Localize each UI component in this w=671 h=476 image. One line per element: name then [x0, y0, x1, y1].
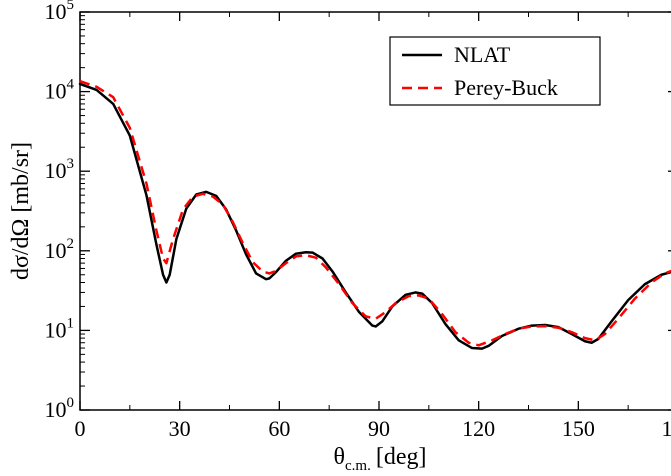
y-tick-exponent: 3 — [67, 156, 75, 172]
y-tick-exponent: 2 — [67, 236, 75, 252]
y-tick-base: 10 — [45, 238, 67, 263]
x-tick-label: 90 — [368, 416, 390, 441]
x-tick-label: 30 — [169, 416, 191, 441]
y-axis-title: dσ/dΩ [mb/sr] — [8, 142, 34, 280]
x-tick-label: 120 — [462, 416, 495, 441]
x-axis-title-symbol: θ — [334, 444, 346, 470]
x-axis-title-subscript: c.m. — [345, 458, 371, 474]
x-axis-title: θc.m. [deg] — [334, 444, 427, 474]
y-tick-label: 104 — [45, 77, 75, 104]
series-layer — [78, 80, 671, 350]
y-tick-label: 100 — [45, 395, 75, 422]
y-tick-base: 10 — [45, 79, 67, 104]
y-tick-label: 103 — [45, 156, 75, 183]
y-tick-exponent: 5 — [67, 0, 75, 13]
y-tick-exponent: 4 — [67, 77, 75, 93]
x-axis-title-unit: [deg] — [376, 444, 427, 470]
series-line-nlat — [78, 82, 671, 350]
y-tick-label: 105 — [45, 0, 75, 24]
y-tick-label: 101 — [45, 315, 75, 342]
x-axis-ticks: 0 30 60 90 120 150 180 — [75, 12, 671, 441]
y-tick-exponent: 1 — [67, 315, 75, 331]
legend-box — [389, 36, 601, 106]
y-tick-base: 10 — [45, 397, 67, 422]
legend: NLAT Perey-Buck — [389, 36, 601, 106]
legend-label-perey-buck: Perey-Buck — [454, 75, 558, 100]
x-tick-label: 180 — [662, 416, 671, 441]
x-tick-label: 0 — [75, 416, 86, 441]
x-tick-label: 60 — [268, 416, 290, 441]
y-tick-base: 10 — [45, 317, 67, 342]
y-tick-base: 10 — [45, 0, 67, 24]
y-tick-base: 10 — [45, 158, 67, 183]
y-tick-label: 102 — [45, 236, 75, 263]
legend-label-nlat: NLAT — [454, 42, 511, 67]
y-tick-exponent: 0 — [67, 395, 75, 411]
x-tick-label: 150 — [562, 416, 595, 441]
series-line-perey-buck — [79, 80, 671, 347]
